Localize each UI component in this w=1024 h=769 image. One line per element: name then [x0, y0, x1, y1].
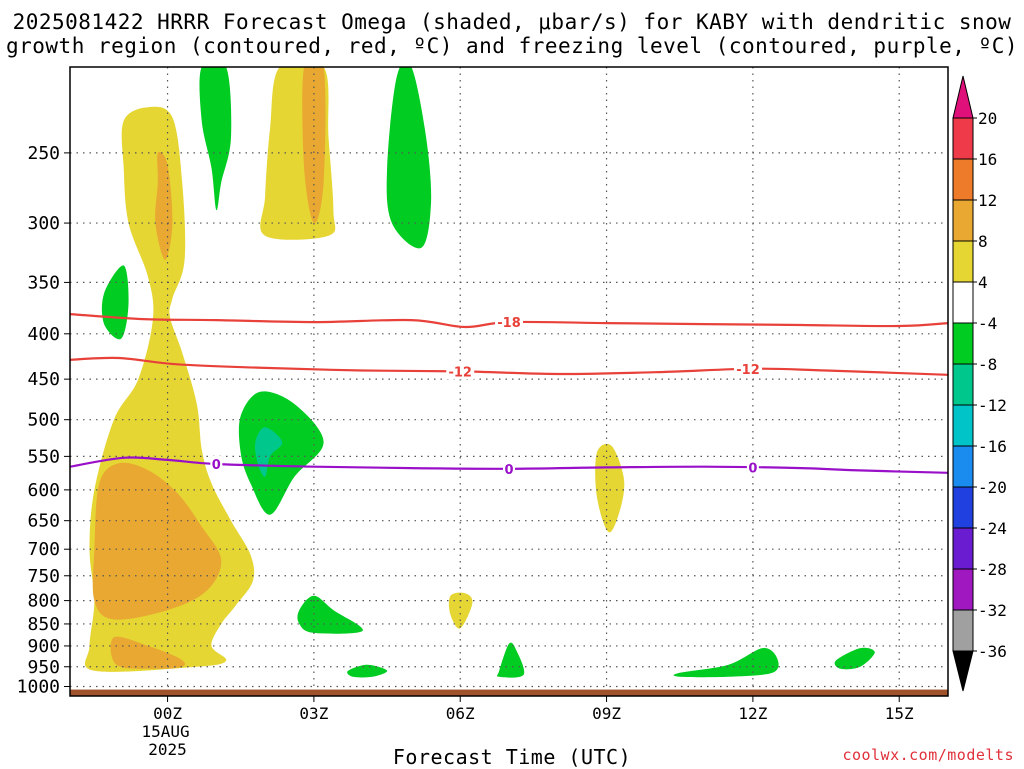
y-tick-label-350: 350 — [27, 272, 60, 293]
y-tick-label-850: 850 — [27, 614, 60, 635]
colorbar-label-8: -12 — [978, 396, 1007, 415]
contour--12 — [70, 356, 948, 376]
colorbar-label-9: -16 — [978, 437, 1007, 456]
plot-axes: 2503003504004505005506006507007508008509… — [17, 66, 949, 759]
contour-label-0-2: 0 — [504, 463, 513, 478]
colorbar-swatch-3 — [952, 199, 974, 242]
y-tick-label-750: 750 — [27, 566, 60, 587]
grid-lines — [70, 67, 948, 696]
omega-region-12 — [238, 391, 324, 515]
y-tick-label-300: 300 — [27, 213, 60, 234]
colorbar-label-12: -28 — [978, 560, 1007, 579]
y-tick-label-800: 800 — [27, 591, 60, 612]
x-tick-label-00Z: 00Z — [153, 704, 182, 723]
contour--18 — [70, 313, 948, 329]
colorbar-label-2: 16 — [978, 150, 997, 169]
x-tick-date: 15AUG — [141, 722, 189, 741]
colorbar-label-14: -36 — [978, 642, 1007, 661]
y-tick-label-1000: 1000 — [17, 676, 60, 697]
chart-title-line-1: 2025081422 HRRR Forecast Omega (shaded, … — [12, 10, 1012, 34]
omega-region-8 — [448, 592, 473, 629]
colorbar-swatch-2 — [952, 158, 974, 201]
colorbar-bottom-arrow — [952, 650, 974, 692]
x-tick-label-06Z: 06Z — [446, 704, 475, 723]
terrain-band — [70, 689, 948, 696]
temperature-contours: -18 -12 -12 0 0 0 — [70, 313, 948, 478]
terrain-fill — [70, 689, 948, 696]
x-tick-label-12Z: 12Z — [738, 704, 767, 723]
x-tick-label-09Z: 09Z — [592, 704, 621, 723]
colorbar-swatch-7 — [952, 363, 974, 406]
y-tick-label-650: 650 — [27, 511, 60, 532]
contour-label-bg — [210, 456, 223, 473]
colorbar-swatch-13 — [952, 609, 974, 652]
colorbar-swatch-9 — [952, 445, 974, 488]
y-tick-label-450: 450 — [27, 369, 60, 390]
omega-region-14 — [297, 595, 363, 634]
x-tick-label-03Z: 03Z — [299, 704, 328, 723]
y-tick-label-950: 950 — [27, 657, 60, 678]
colorbar-swatch-5 — [952, 281, 974, 324]
contour-label-bg — [746, 459, 759, 476]
contour-label-0-1: 0 — [212, 458, 221, 473]
contour-label-bg — [446, 363, 475, 380]
contour-label-bg — [503, 460, 515, 477]
contour-label-bg — [734, 360, 763, 377]
x-tick-label-15Z: 15Z — [885, 704, 914, 723]
contour-label--12-2: -12 — [736, 363, 760, 378]
omega-region-10 — [386, 67, 432, 249]
contour-0 — [70, 456, 948, 474]
omega-region-17 — [673, 647, 779, 678]
y-tick-label-900: 900 — [27, 636, 60, 657]
y-tick-label-550: 550 — [27, 446, 60, 467]
colorbar-label-11: -24 — [978, 519, 1007, 538]
x-tick-year: 2025 — [148, 740, 187, 759]
chart-title-line-2: growth region (contoured, red, ºC) and f… — [5, 34, 1019, 58]
colorbar-swatch-8 — [952, 404, 974, 447]
contour-label--18-1: -18 — [497, 316, 521, 331]
contour-label-0-3: 0 — [748, 461, 757, 476]
colorbar: 20 16 12 8 4 -4 -8 -12 -16 -20 -24 -28 -32 -36 — [952, 75, 1007, 692]
x-axis-label: Forecast Time (UTC) — [392, 745, 632, 769]
colorbar-label-4: 8 — [978, 232, 988, 251]
colorbar-top-arrow — [952, 75, 974, 119]
colorbar-label-7: -8 — [978, 355, 997, 374]
omega-region-3 — [92, 462, 222, 620]
y-tick-label-400: 400 — [27, 324, 60, 345]
colorbar-swatch-6 — [952, 322, 974, 365]
omega-region-4 — [110, 636, 185, 669]
y-tick-label-500: 500 — [27, 410, 60, 431]
colorbar-label-6: -4 — [978, 314, 997, 333]
colorbar-swatch-1 — [952, 117, 974, 160]
plot-frame — [69, 66, 949, 697]
omega-region-16 — [497, 642, 525, 678]
omega-region-9 — [199, 67, 232, 211]
omega-region-11 — [101, 265, 129, 340]
colorbar-label-3: 12 — [978, 191, 997, 210]
colorbar-label-5: 4 — [978, 273, 988, 292]
colorbar-swatch-12 — [952, 568, 974, 611]
omega-region-15 — [347, 664, 388, 678]
contour-label--12-1: -12 — [448, 365, 472, 380]
colorbar-label-13: -32 — [978, 601, 1007, 620]
y-tick-label-600: 600 — [27, 480, 60, 501]
colorbar-swatch-10 — [952, 486, 974, 529]
credit-link[interactable]: coolwx.com/modelts — [842, 746, 1014, 764]
colorbar-swatch-11 — [952, 527, 974, 570]
colorbar-swatch-4 — [952, 240, 974, 283]
omega-region-18 — [834, 647, 875, 670]
y-tick-label-700: 700 — [27, 539, 60, 560]
colorbar-label-10: -20 — [978, 478, 1007, 497]
contour-label-bg — [495, 314, 523, 331]
omega-region-7 — [595, 443, 625, 533]
omega-shading — [84, 67, 875, 678]
colorbar-label-1: 20 — [978, 109, 997, 128]
y-tick-label-250: 250 — [27, 143, 60, 164]
